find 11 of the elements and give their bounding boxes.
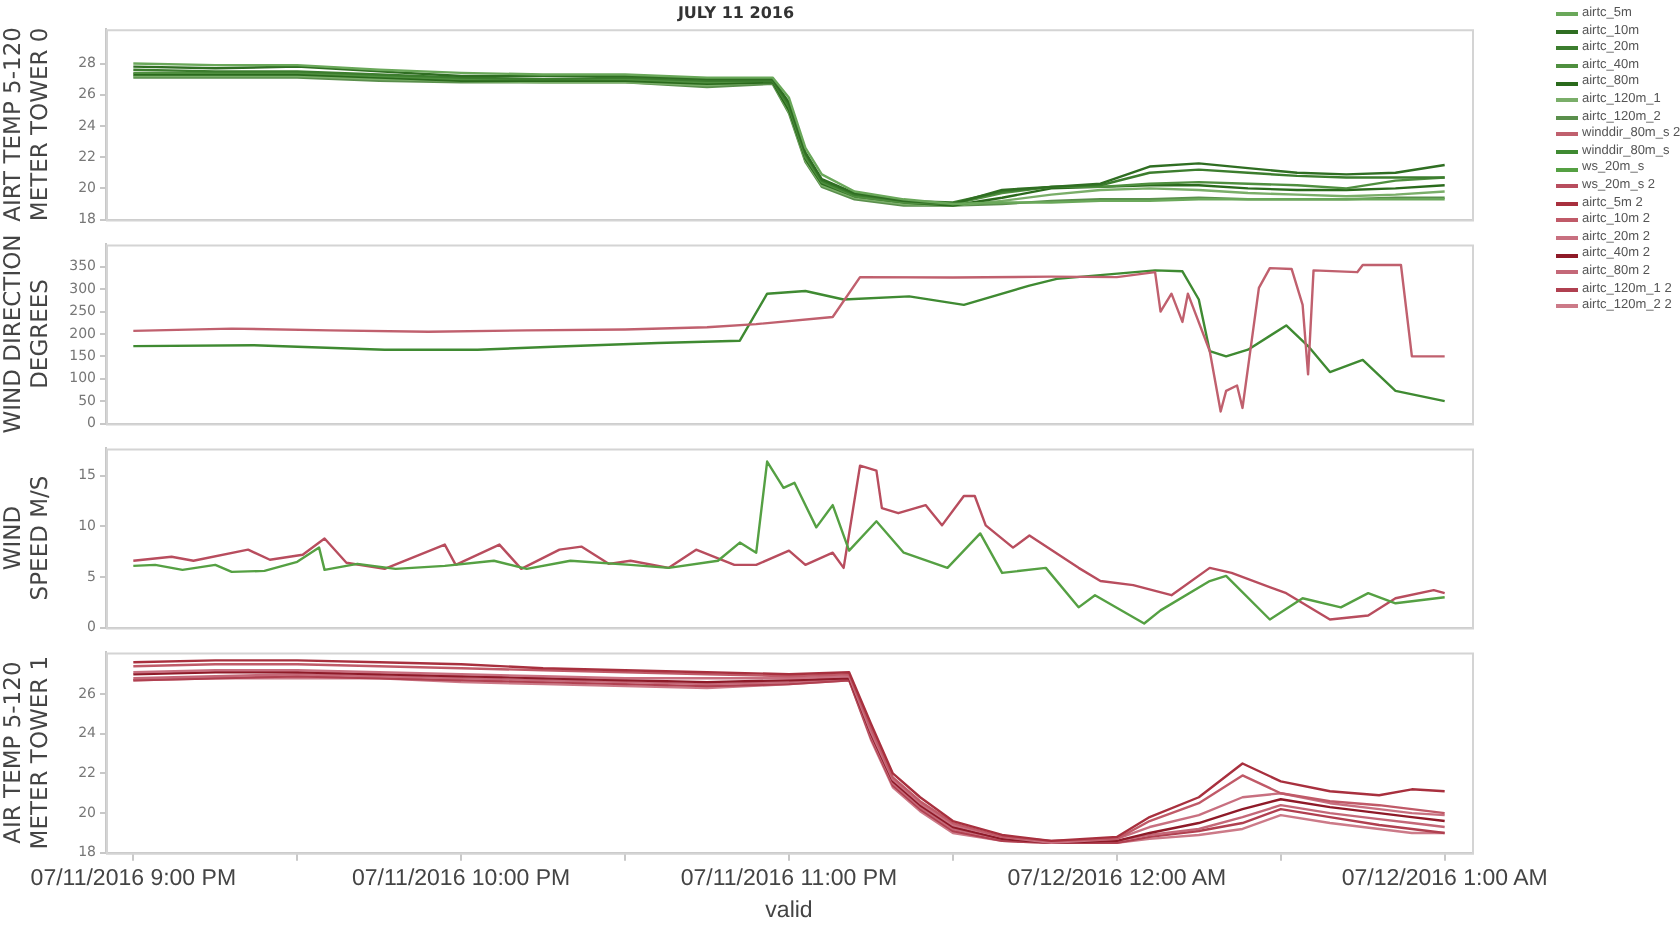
x-tick-label: 07/12/2016 12:00 AM — [1007, 866, 1227, 891]
x-tick-label: 07/11/2016 9:00 PM — [30, 866, 237, 891]
x-tick-label: 07/11/2016 11:00 PM — [680, 866, 898, 891]
x-axis-title: valid — [765, 898, 813, 923]
y-axis-title: AIR TEMP 5-120 METER TOWER 1 — [0, 655, 54, 850]
x-tick-label: 07/11/2016 10:00 PM — [352, 866, 571, 891]
x-tick-label: 07/12/2016 1:00 AM — [1341, 866, 1548, 891]
y-axis-title: WIND DIRECTION DEGREES — [0, 234, 54, 434]
y-axis-title: WIND SPEED M/S — [0, 475, 54, 601]
chart-title: JULY 11 2016 — [675, 3, 795, 22]
y-axis-title: AIRT TEMP 5-120 METER TOWER 0 — [0, 27, 54, 222]
